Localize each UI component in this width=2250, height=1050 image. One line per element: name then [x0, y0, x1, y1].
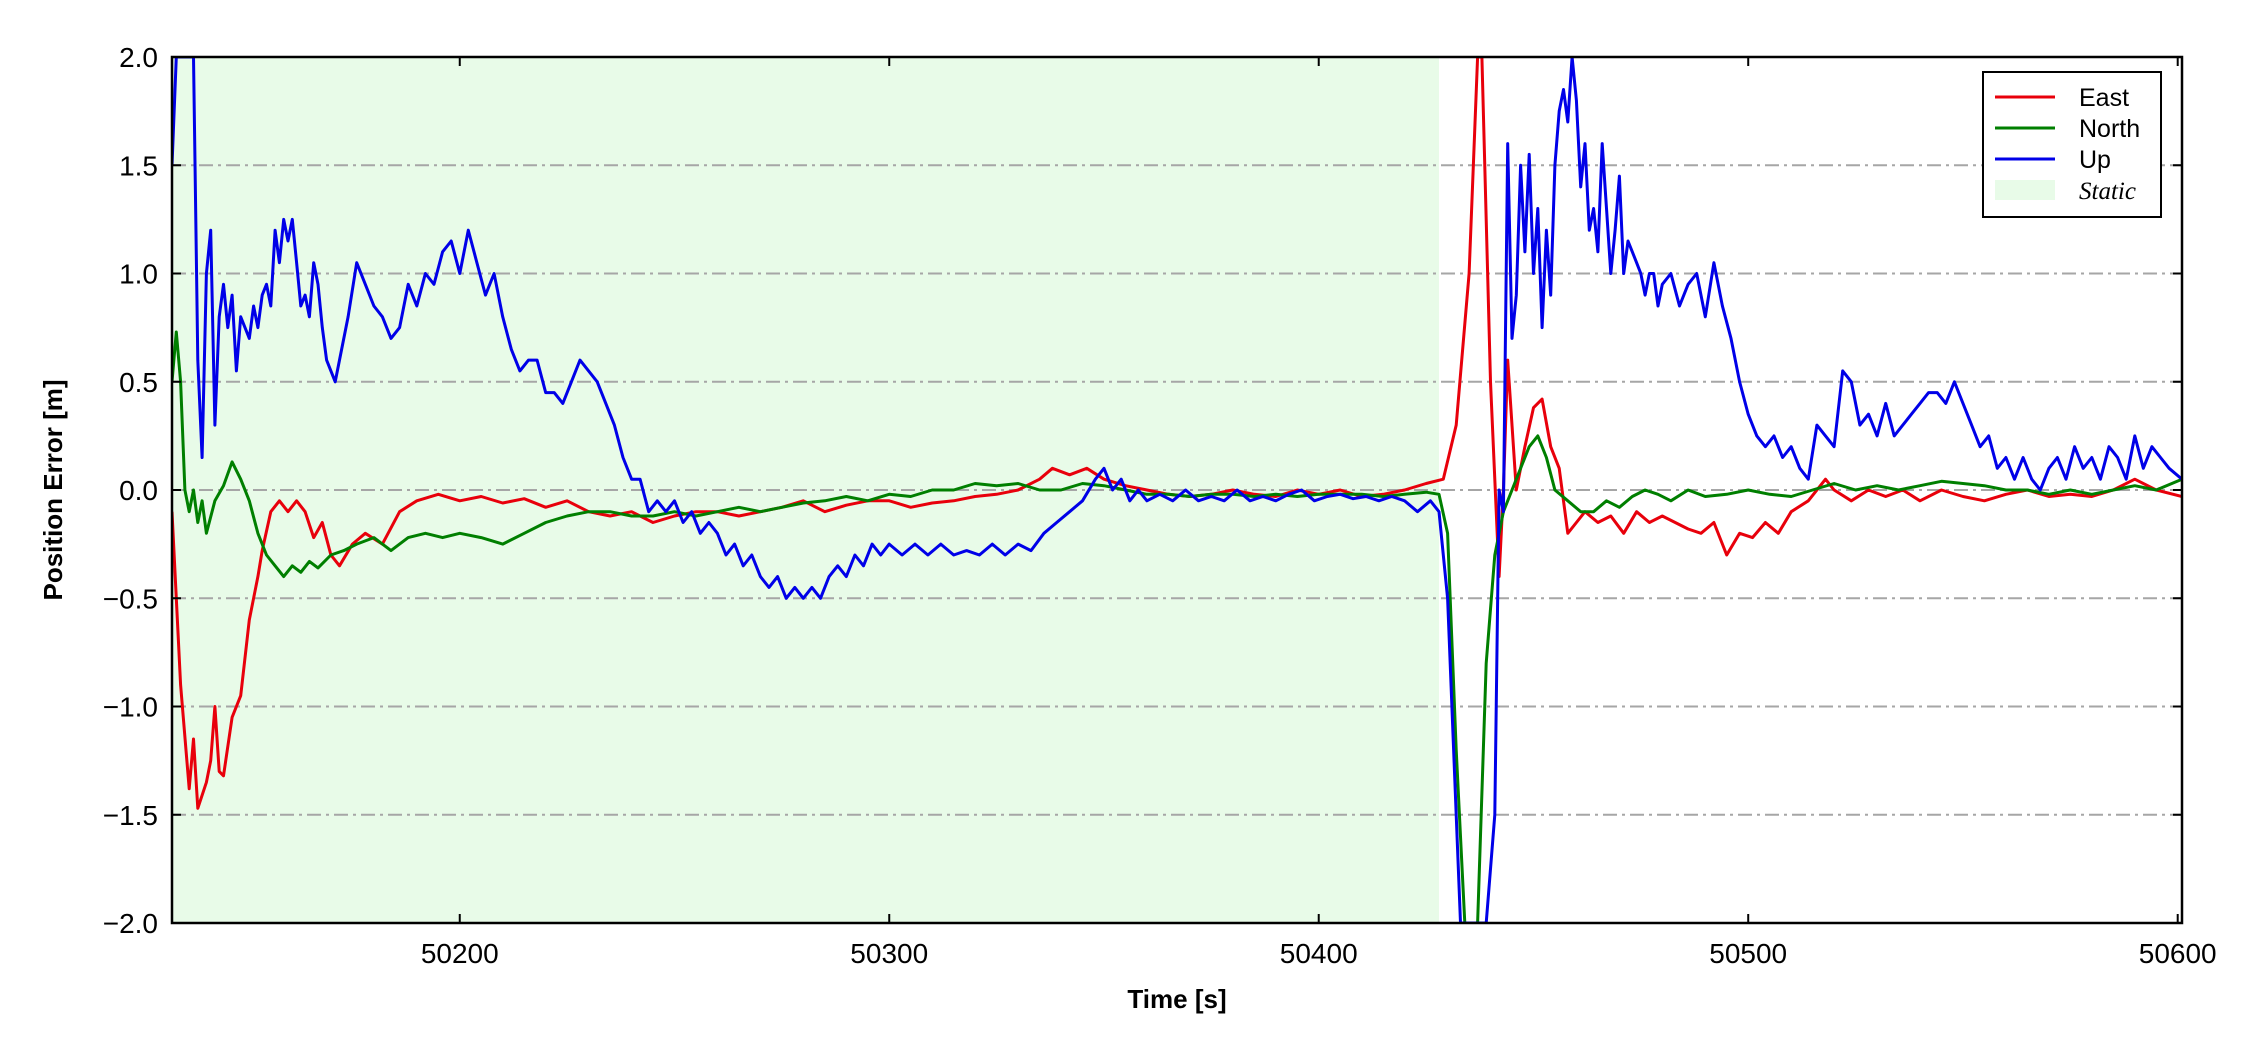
legend-label-east: East	[2079, 84, 2129, 112]
x-axis-title: Time [s]	[1127, 984, 1226, 1014]
y-axis-title: Position Error [m]	[38, 379, 68, 600]
legend-label-up: Up	[2079, 146, 2111, 174]
y-tick-label: 1.0	[119, 259, 158, 290]
legend: East North Up Static	[1982, 71, 2162, 218]
x-tick-label: 50500	[1709, 938, 1787, 969]
y-tick-label: −1.0	[103, 692, 158, 723]
y-tick-label: 0.5	[119, 367, 158, 398]
legend-label-north: North	[2079, 115, 2140, 143]
x-tick-label: 50200	[421, 938, 499, 969]
y-tick-label: −0.5	[103, 583, 158, 614]
y-tick-label: −1.5	[103, 800, 158, 831]
legend-label-static: Static	[2079, 178, 2136, 205]
y-tick-label: 2.0	[119, 42, 158, 73]
x-tick-label: 50400	[1280, 938, 1358, 969]
y-tick-label: −2.0	[103, 908, 158, 939]
x-tick-label: 50600	[2139, 938, 2217, 969]
legend-swatch-static	[1995, 180, 2055, 200]
x-tick-label: 50300	[850, 938, 928, 969]
series-line-up	[172, 57, 2182, 923]
y-tick-label: 1.5	[119, 150, 158, 181]
y-tick-label: 0.0	[119, 475, 158, 506]
